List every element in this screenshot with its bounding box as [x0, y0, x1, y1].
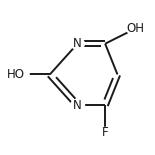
- Ellipse shape: [2, 68, 30, 81]
- Ellipse shape: [98, 127, 112, 139]
- Text: HO: HO: [7, 68, 25, 81]
- Text: F: F: [102, 126, 108, 139]
- Text: N: N: [73, 37, 82, 50]
- Ellipse shape: [70, 99, 85, 111]
- Text: OH: OH: [127, 22, 145, 35]
- Text: N: N: [73, 99, 82, 112]
- Ellipse shape: [125, 21, 147, 35]
- Ellipse shape: [70, 38, 85, 50]
